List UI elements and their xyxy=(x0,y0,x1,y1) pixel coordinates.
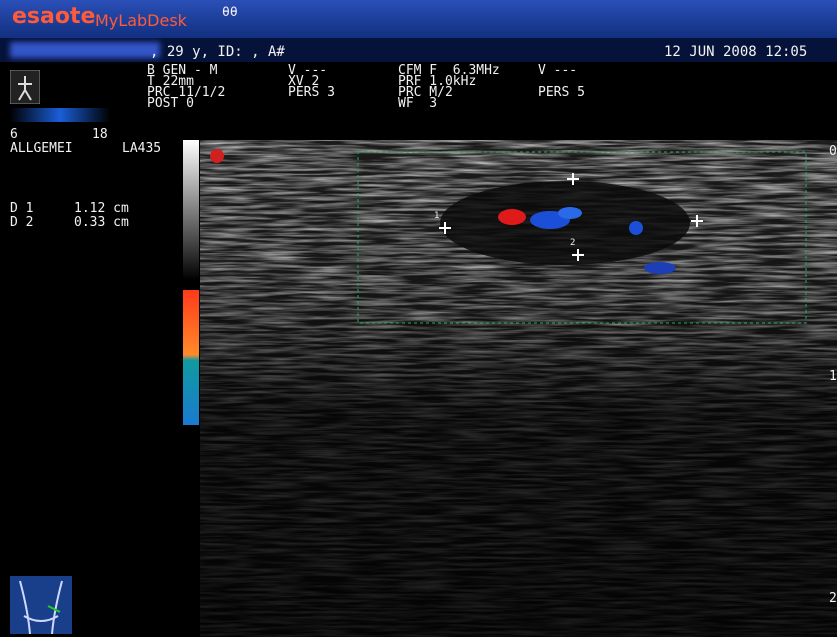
gray-bar xyxy=(183,140,199,280)
probe-name: LA435 xyxy=(122,141,162,156)
patient-info: , 29 y, ID: , A# xyxy=(150,44,285,60)
probe-icon xyxy=(10,70,40,104)
redacted-name xyxy=(10,42,160,58)
scale-min: 6 xyxy=(10,127,18,142)
brand: esaote xyxy=(12,4,96,29)
param-line: T 22mm xyxy=(147,74,194,89)
param-line: WF 3 xyxy=(398,96,438,111)
param-line: PRC 11/1/2 xyxy=(147,85,226,100)
datetime: 12 JUN 2008 12:05 xyxy=(664,44,808,60)
measure-label: D 1 xyxy=(10,201,34,216)
param-line: V --- xyxy=(538,63,578,78)
preset: ALLGEMEI xyxy=(10,141,73,156)
param-line: CFM F 6.3MHz xyxy=(398,63,500,78)
title-bar xyxy=(0,0,837,38)
measure-label: D 2 xyxy=(10,215,34,230)
product: MyLabDesk xyxy=(95,11,187,30)
color-map xyxy=(10,108,110,122)
icon-text: θθ xyxy=(222,5,238,20)
marker-label: 2 xyxy=(570,238,576,248)
param-line: PRF 1.0kHz xyxy=(398,74,477,89)
measure-value: 1.12 cm xyxy=(74,201,129,216)
measure-value: 0.33 cm xyxy=(74,215,129,230)
param-line: POST 0 xyxy=(147,96,194,111)
param-line: XV 2 xyxy=(288,74,320,89)
velocity-bar xyxy=(183,290,199,425)
param-line: V --- xyxy=(288,63,328,78)
ultrasound-image xyxy=(200,140,837,637)
param-line: B GEN - M xyxy=(147,63,218,78)
depth-mark: 1 xyxy=(829,369,837,384)
depth-mark: 0 xyxy=(829,144,837,159)
depth-mark: 2 xyxy=(829,591,837,606)
marker-label: 1 xyxy=(434,211,440,221)
body-marker xyxy=(10,576,72,634)
param-line: PERS 3 xyxy=(288,85,335,100)
param-line: PERS 5 xyxy=(538,85,585,100)
scale-max: 18 xyxy=(92,127,108,142)
param-line: PRC M/2 xyxy=(398,85,453,100)
